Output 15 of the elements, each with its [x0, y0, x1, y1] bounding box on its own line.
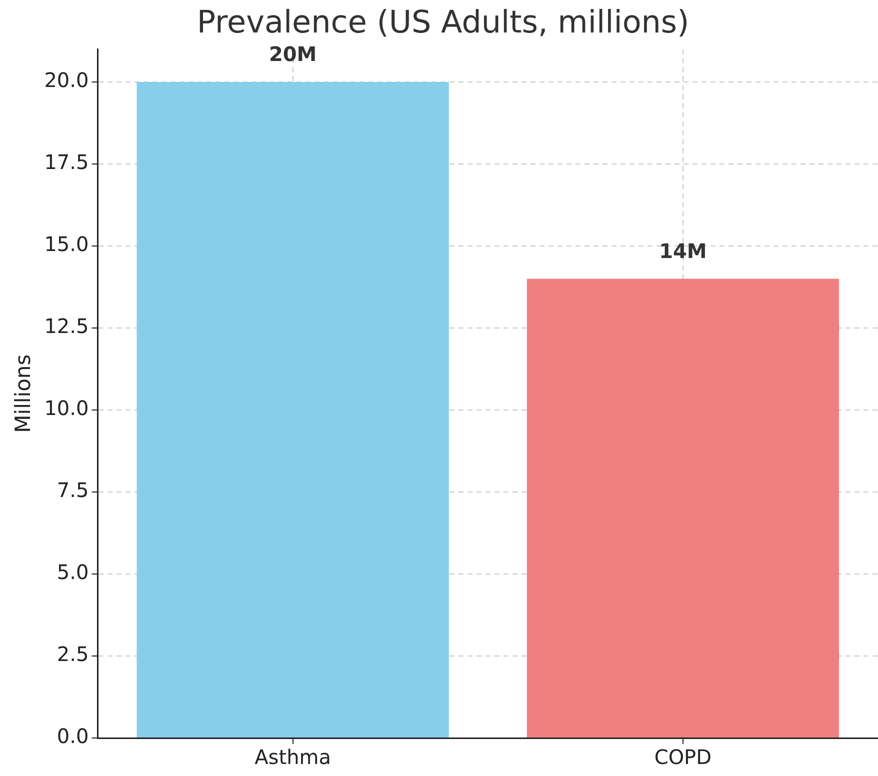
y-tick-label: 5.0 — [56, 560, 89, 584]
y-tick-label: 20.0 — [44, 68, 89, 92]
y-tick-label: 0.0 — [56, 724, 89, 748]
x-tick-label: COPD — [654, 745, 712, 770]
data-label: 20M — [268, 42, 317, 66]
y-tick-label: 10.0 — [44, 396, 89, 420]
y-tick-label: 17.5 — [44, 150, 89, 174]
data-label: 14M — [659, 239, 707, 264]
y-tick-label: 2.5 — [56, 642, 89, 666]
y-axis-title: Millions — [11, 354, 36, 433]
x-tick-label: Asthma — [254, 745, 331, 770]
y-tick-label: 7.5 — [56, 478, 89, 502]
y-tick-label: 15.0 — [44, 232, 89, 256]
chart-title: Prevalence (US Adults, millions) — [196, 4, 690, 41]
y-tick-label: 12.5 — [44, 314, 89, 338]
